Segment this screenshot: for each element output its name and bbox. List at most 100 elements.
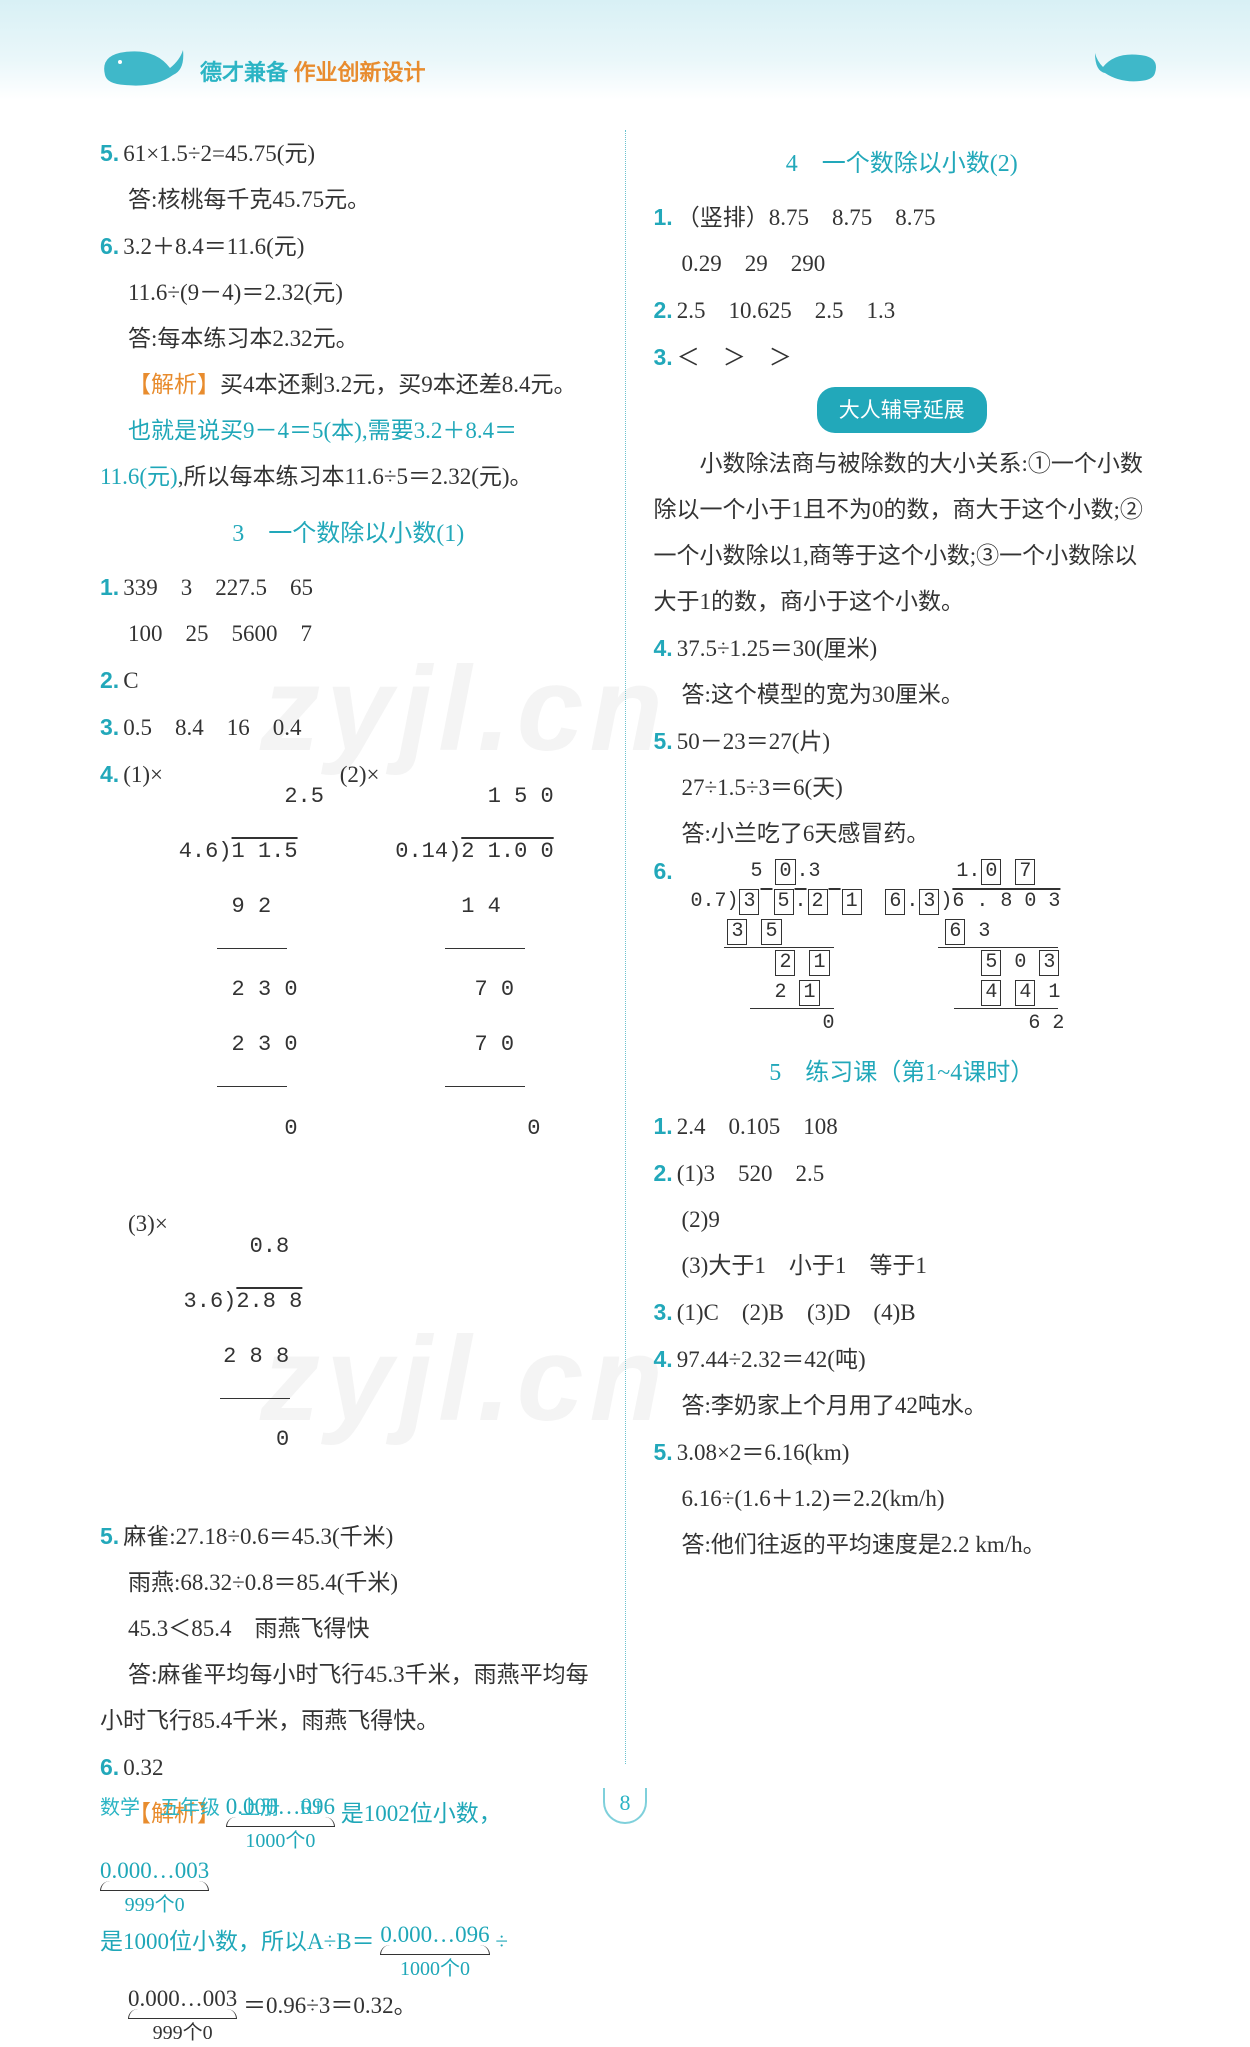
d1r00: 3 (727, 919, 747, 945)
d1d1: 5 (774, 889, 794, 915)
s5q5-l1: 3.08×2＝6.16(km) (677, 1440, 850, 1465)
section-5-title: 5 练习课（第1~4课时） (654, 1049, 1151, 1097)
s3q5: 5.麻雀:27.18÷0.6＝45.3(千米) 雨燕:68.32÷0.8＝85.… (100, 1513, 597, 1744)
long-division-1: 2.5 4.6)1 1.5 9 2 2 3 0 2 3 0 0 (179, 755, 324, 1197)
qnum: 2. (654, 297, 673, 323)
d2r21: 4 (981, 980, 1001, 1006)
d1r21: 2 (774, 981, 786, 1004)
qnum: 6. (100, 1754, 119, 1780)
s5q5: 5.3.08×2＝6.16(km) 6.16÷(1.6＋1.2)＝2.2(km/… (654, 1429, 1151, 1568)
d1r32: 0 (822, 1012, 834, 1035)
long-division-3: 0.8 3.6)2.8 8 2 8 8 0 (184, 1205, 303, 1509)
q5-l2: 答:核桃每千克45.75元。 (100, 187, 370, 212)
s5q3-v: (1)C (2)B (3)D (4)B (677, 1300, 916, 1325)
whale-left-icon (95, 40, 185, 90)
s5q5-l3: 答:他们往返的平均速度是2.2 km/h。 (654, 1532, 1046, 1557)
s4q3: 3.＜ ＞ ＞ (654, 334, 1151, 381)
ld1-l1: 9 2 (232, 894, 272, 919)
d2dd: 6 . 8 0 3 (952, 890, 1060, 913)
footer: 数学 五年级 上册 RJ 8 (100, 1784, 1150, 1824)
s5q2: 2.(1)3 520 2.5 (2)9 (3)大于1 小于1 等于1 (654, 1150, 1151, 1289)
s4q5-l1: 50－23＝27(片) (677, 729, 830, 754)
ld3-l2: 0 (276, 1427, 289, 1452)
d1dv: 0.7 (690, 890, 726, 913)
d1r22: 1 (799, 980, 819, 1006)
s3q2: 2.C (100, 657, 597, 704)
qnum: 1. (654, 204, 673, 230)
d2dv0: 6 (885, 889, 905, 915)
s3q2-v: C (123, 668, 138, 693)
s5q1: 1.2.4 0.105 108 (654, 1103, 1151, 1150)
header-title-1: 德才兼备 (200, 60, 288, 85)
d1d4: 1 (842, 889, 862, 915)
underfrac-4: 0.000…003 999个0 (128, 1983, 237, 2047)
d2r12: 0 (1014, 951, 1026, 974)
d2q2: 0 (981, 859, 1001, 885)
s3q5-l4: 答:麻雀平均每小时飞行45.3千米，雨燕平均每小时飞行85.4千米，雨燕飞得快。 (100, 1662, 589, 1733)
qnum: 6. (654, 858, 673, 884)
s5q1-v: 2.4 0.105 108 (677, 1114, 838, 1139)
s5q4: 4.97.44÷2.32＝42(吨) 答:李奶家上个月用了42吨水。 (654, 1336, 1151, 1429)
ld2-dd: 2 1.0 0 (461, 839, 553, 864)
d1q0: 5 (750, 860, 762, 883)
s3q5-l3: 45.3＜85.4 雨燕飞得快 (100, 1616, 370, 1641)
s4q6: 6. 5 0.3 0.7)3 5.2 1 3 5 2 1 2 1 0 1.0 7… (654, 857, 1151, 1039)
s4q2: 2.2.5 10.625 2.5 1.3 (654, 287, 1151, 334)
d2dv2: 3 (919, 889, 939, 915)
d2r23: 1 (1048, 981, 1060, 1004)
s4q2-v: 2.5 10.625 2.5 1.3 (677, 298, 896, 323)
s3q4-p3: (3)× (100, 1211, 168, 1236)
uf2-bot: 999个0 (100, 1891, 209, 1919)
qnum: 4. (654, 635, 673, 661)
ld3-dv: 3.6 (184, 1289, 224, 1314)
s3q1-r1: 339 3 227.5 65 (123, 575, 313, 600)
uf3-bot: 1000个0 (380, 1955, 489, 1983)
s5q2-l1: (1)3 520 2.5 (677, 1161, 825, 1186)
box-division-2: 1.0 7 6.3)6 . 8 0 3 6 3 5 0 3 4 4 1 6 2 (884, 857, 1064, 1039)
s5q2-l2: (2)9 (654, 1207, 720, 1232)
q6: 6.3.2＋8.4＝11.6(元) 11.6÷(9－4)＝2.32(元) 答:每… (100, 223, 597, 500)
qnum: 2. (654, 1160, 673, 1186)
s3q1-r2: 100 25 5600 7 (100, 621, 312, 646)
footer-text: 数学 五年级 上册 RJ (100, 1791, 321, 1820)
tip-pill: 大人辅导延展 (817, 387, 987, 433)
s5q4-l1: 97.44÷2.32＝42(吨) (677, 1347, 866, 1372)
box-division-1: 5 0.3 0.7)3 5.2 1 3 5 2 1 2 1 0 (690, 857, 862, 1039)
left-column: 5.61×1.5÷2=45.75(元) 答:核桃每千克45.75元。 6.3.2… (100, 130, 625, 1764)
qnum: 5. (100, 1523, 119, 1549)
d2r33: 2 (1052, 1012, 1064, 1035)
ld1-dd: 1 1.5 (232, 839, 298, 864)
analysis-label: 【解析】 (128, 372, 220, 397)
underfrac-3: 0.000…096 1000个0 (380, 1919, 489, 1983)
s3q3-v: 0.5 8.4 16 0.4 (123, 715, 301, 740)
section-4-title: 4 一个数除以小数(2) (654, 140, 1151, 188)
d1q3: 3 (809, 860, 821, 883)
d2q1: . (968, 860, 980, 883)
uf3-mid: ÷ (495, 1929, 508, 1954)
s5q2-l3: (3)大于1 小于1 等于1 (654, 1253, 927, 1278)
qnum: 4. (100, 761, 119, 787)
d2r00: 6 (945, 919, 965, 945)
uf2-tail: 是1000位小数，所以A÷B＝ (100, 1929, 375, 1954)
qnum: 2. (100, 667, 119, 693)
d1d0: 3 (739, 889, 759, 915)
ld2-l2: 7 0 (461, 977, 514, 1002)
q6-l2: 11.6÷(9－4)＝2.32(元) (100, 280, 343, 305)
s4q3-v: ＜ ＞ ＞ (677, 345, 792, 370)
long-division-2: 1 5 0 0.14)2 1.0 0 1 4 7 0 7 0 0 (395, 755, 553, 1197)
s3q4: 4.(1)× 2.5 4.6)1 1.5 9 2 2 3 0 2 3 0 0 (… (100, 751, 597, 1513)
s4q5-l3: 答:小兰吃了6天感冒药。 (654, 821, 930, 846)
s3q1: 1.339 3 227.5 65 100 25 5600 7 (100, 564, 597, 657)
ld3-q: 0.8 (250, 1234, 290, 1259)
d1r12: 1 (809, 950, 829, 976)
ld2-l1: 1 4 (461, 894, 501, 919)
d2q3: 7 (1015, 859, 1035, 885)
header-title: 德才兼备 作业创新设计 (200, 55, 426, 87)
tip-pill-wrap: 大人辅导延展 (654, 381, 1151, 441)
header-banner (0, 0, 1250, 100)
ld1-q: 2.5 (258, 784, 324, 809)
page-number: 8 (603, 1788, 647, 1824)
d2r11: 5 (981, 950, 1001, 976)
s3q3: 3.0.5 8.4 16 0.4 (100, 704, 597, 751)
ld3-dd: 2.8 8 (236, 1289, 302, 1314)
